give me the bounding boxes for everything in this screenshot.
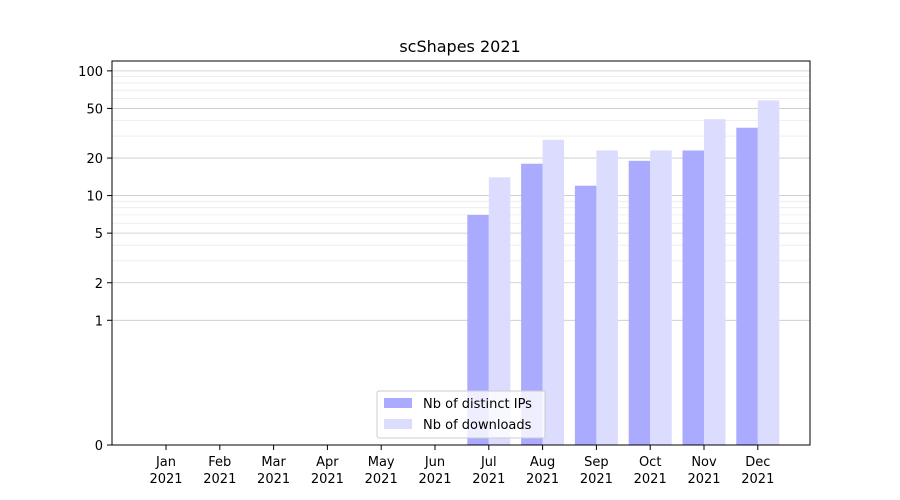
x-tick-label-month: Oct [639, 455, 661, 470]
x-tick-label-month: Sep [584, 455, 609, 470]
bar-distinct-ips [736, 127, 758, 445]
legend-label-downloads: Nb of downloads [423, 418, 532, 433]
x-tick-label-year: 2021 [741, 472, 774, 487]
bar-distinct-ips [628, 160, 651, 445]
y-tick-label: 20 [86, 152, 103, 167]
plot-frame [111, 60, 811, 446]
bar-downloads [704, 119, 726, 446]
legend-swatch-distinct-ips [384, 398, 412, 408]
bar-downloads [596, 150, 618, 445]
y-tick-label: 50 [86, 102, 103, 117]
legend-swatch-downloads [384, 419, 412, 429]
bar-distinct-ips [521, 163, 543, 445]
y-tick-label: 1 [95, 314, 103, 329]
bar-downloads [542, 139, 565, 445]
x-tick-label-month: Dec [745, 455, 770, 470]
x-tick-label-month: Nov [691, 455, 717, 470]
x-tick-label-year: 2021 [634, 472, 667, 487]
y-tick-label: 2 [95, 277, 103, 292]
x-tick-label-month: May [368, 455, 395, 470]
x-tick-label-year: 2021 [311, 472, 344, 487]
x-axis: Jan 2021 Feb 2021 Mar 2021 Apr 2021 May 2021 Jun 20… [149, 445, 774, 487]
chart-title: scShapes 2021 [399, 37, 520, 56]
x-tick-label-year: 2021 [203, 472, 236, 487]
y-tick-label: 5 [95, 227, 103, 242]
x-tick-label-month: Jan [155, 455, 176, 470]
bar-downloads [488, 177, 511, 445]
legend: Nb of distinct IPs Nb of downloads [376, 390, 546, 439]
bar-downloads [757, 100, 780, 445]
x-tick-label-year: 2021 [472, 472, 505, 487]
x-tick-label-month: Mar [261, 455, 286, 470]
x-tick-label-year: 2021 [580, 472, 613, 487]
legend-box [376, 390, 546, 439]
bar-downloads [650, 150, 672, 445]
x-tick-label-month: Jul [480, 455, 497, 470]
legend-label-distinct-ips: Nb of distinct IPs [423, 397, 532, 412]
y-tick-label: 0 [95, 439, 103, 454]
y-tick-label: 100 [78, 65, 103, 80]
x-tick-label-year: 2021 [418, 472, 451, 487]
y-tick-label: 10 [86, 190, 103, 205]
x-tick-label-year: 2021 [687, 472, 720, 487]
x-tick-label-month: Aug [530, 455, 555, 470]
bar-distinct-ips [574, 185, 597, 445]
x-tick-label-year: 2021 [365, 472, 398, 487]
y-axis: 0 1 2 5 10 20 50 100 [78, 65, 112, 454]
x-tick-label-month: Feb [208, 455, 231, 470]
x-tick-label-year: 2021 [526, 472, 559, 487]
x-tick-label-year: 2021 [149, 472, 182, 487]
x-tick-label-month: Jun [424, 455, 445, 470]
bar-distinct-ips [467, 214, 489, 445]
x-tick-label-month: Apr [316, 455, 339, 470]
x-tick-label-year: 2021 [257, 472, 290, 487]
bars [467, 100, 780, 446]
bar-distinct-ips [682, 150, 704, 445]
